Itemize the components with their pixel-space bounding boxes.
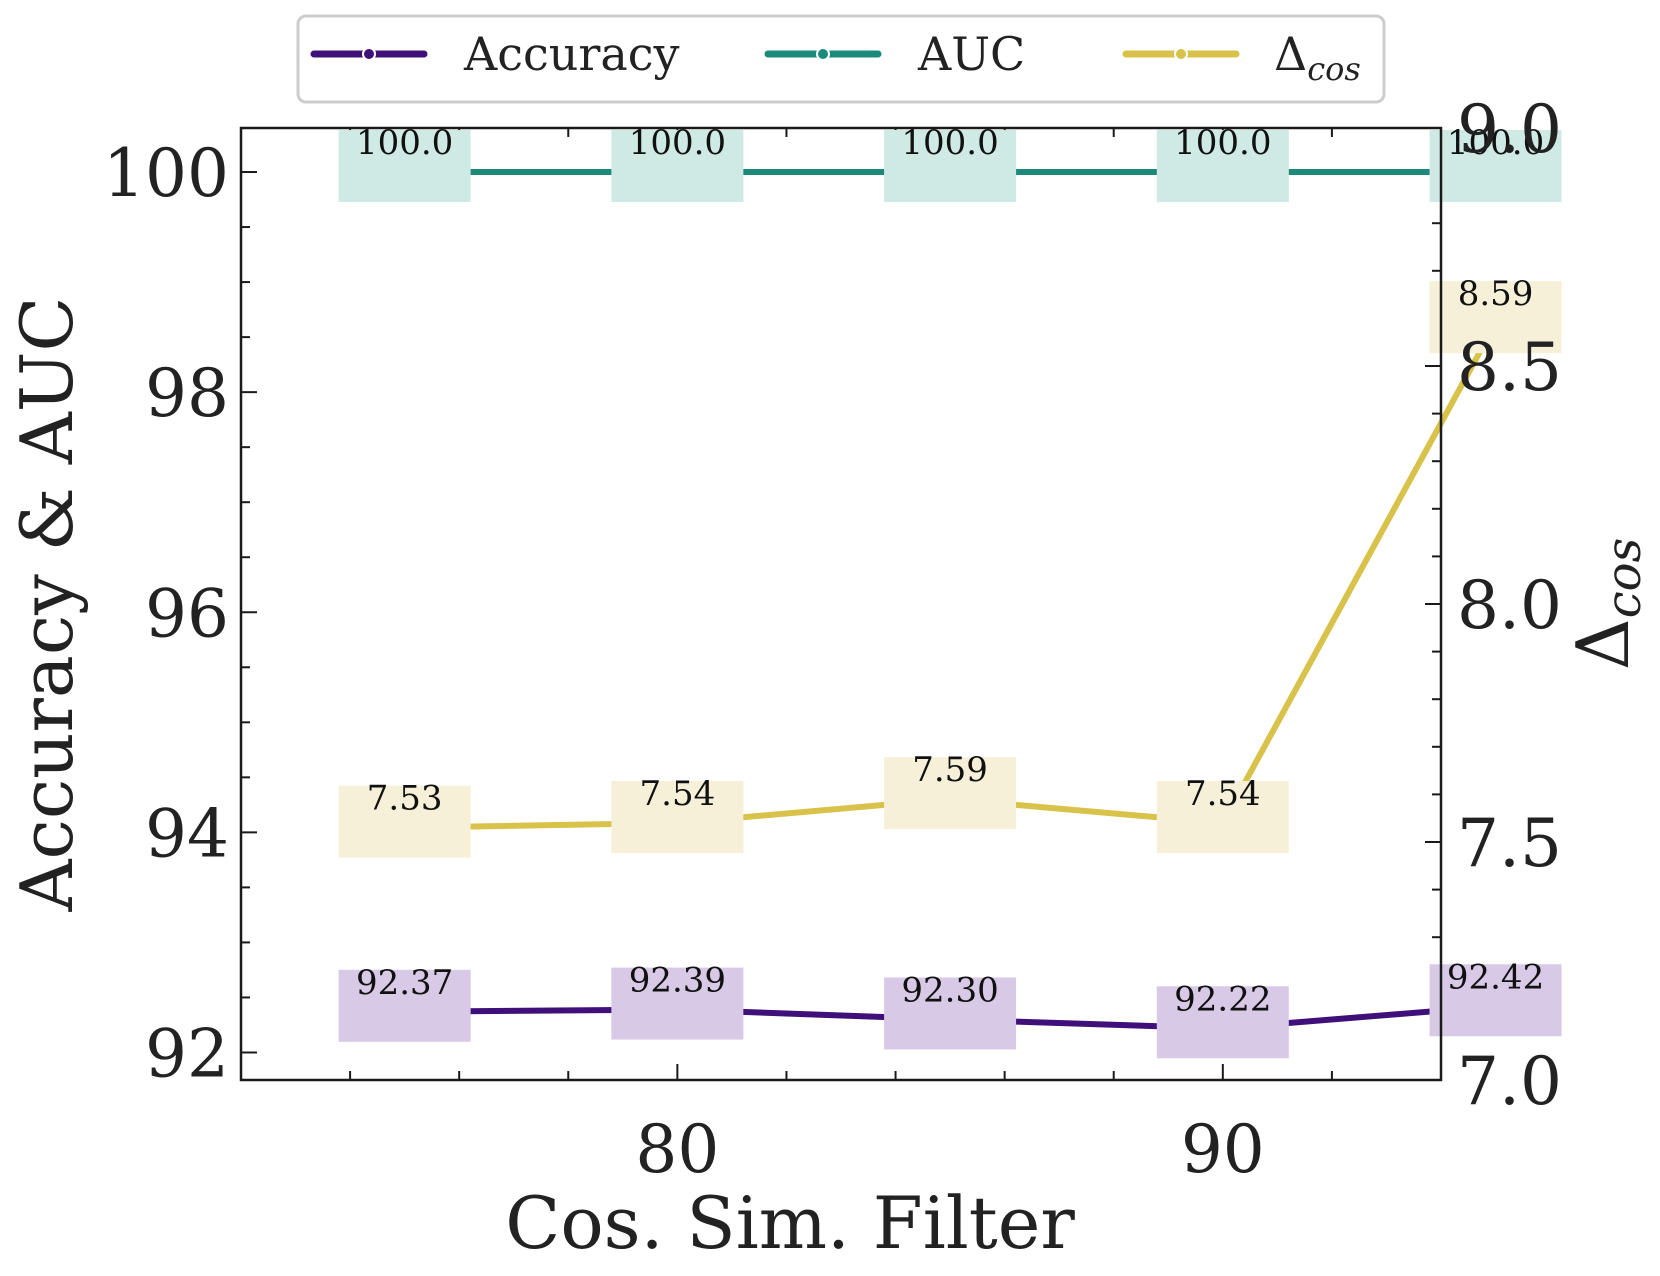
- data-label-bg-delta-cos: [338, 785, 471, 858]
- y-right-tick-label: 9.0: [1457, 91, 1562, 168]
- legend-marker-accuracy: [362, 47, 376, 61]
- x-tick-label: 90: [1181, 1111, 1265, 1188]
- data-label-bg-delta-cos: [1156, 780, 1289, 853]
- y-left-tick-label: 98: [145, 355, 229, 432]
- data-label-auc: 100.0: [356, 123, 453, 163]
- data-label-bg-accuracy: [611, 967, 744, 1040]
- y-left-tick-label: 92: [145, 1015, 229, 1092]
- data-label-bg-delta-cos: [884, 757, 1017, 830]
- legend-marker-delta-cos: [1174, 47, 1188, 61]
- x-tick-label: 80: [635, 1111, 719, 1188]
- data-label-delta-cos: 7.54: [1185, 774, 1261, 814]
- data-label-accuracy: 92.39: [629, 961, 726, 1001]
- y-axis-right-title: Δcos: [1561, 538, 1652, 670]
- legend-label-auc: AUC: [917, 27, 1025, 81]
- data-label-auc: 100.0: [1174, 123, 1271, 163]
- data-label-bg-auc: [884, 130, 1017, 203]
- data-label-bg-delta-cos: [611, 780, 744, 853]
- data-label-delta-cos: 7.53: [367, 779, 443, 819]
- y-axis-left-title: Accuracy & AUC: [5, 297, 89, 913]
- y-right-tick-label: 8.5: [1457, 329, 1562, 406]
- y-right-tick-label: 7.0: [1457, 1043, 1562, 1120]
- plot-frame: [239, 126, 1443, 1082]
- data-label-bg-auc: [1156, 130, 1289, 203]
- data-label-delta-cos: 7.59: [912, 750, 988, 790]
- legend-entry-delta-cos: Δcos: [1122, 27, 1361, 88]
- legend: Accuracy AUC Δcos: [296, 14, 1386, 104]
- data-labels: 92.37 92.39 92.30 92.22 92.42 100.0 100.0 100.0…: [338, 123, 1562, 1059]
- legend-label-accuracy: Accuracy: [463, 27, 680, 81]
- tick-labels: 80 90 92 94 96 98 100 7.0 7.5 8.0 8.5 9.0: [103, 91, 1562, 1188]
- legend-marker-auc: [816, 47, 830, 61]
- legend-entry-accuracy: Accuracy: [310, 27, 680, 81]
- data-label-bg-delta-cos: [1429, 281, 1562, 354]
- y-right-tick-label: 8.0: [1457, 567, 1562, 644]
- data-label-auc: 100.0: [629, 123, 726, 163]
- data-label-delta-cos: 7.54: [640, 774, 716, 814]
- data-label-accuracy: 92.37: [356, 963, 453, 1003]
- data-label-accuracy: 92.22: [1174, 979, 1271, 1019]
- y-left-tick-label: 100: [103, 135, 229, 212]
- data-label-bg-accuracy: [884, 977, 1017, 1050]
- data-label-bg-auc: [1429, 130, 1562, 203]
- legend-label-delta-cos: Δcos: [1274, 27, 1361, 88]
- data-label-accuracy: 92.42: [1447, 957, 1544, 997]
- data-label-auc: 100.0: [1447, 123, 1544, 163]
- data-label-auc: 100.0: [901, 123, 998, 163]
- data-label-delta-cos: 8.59: [1458, 274, 1534, 314]
- x-axis-title: Cos. Sim. Filter: [505, 1181, 1075, 1265]
- y-left-tick-label: 94: [145, 795, 229, 872]
- data-label-bg-auc: [338, 130, 471, 203]
- legend-frame: [296, 14, 1386, 104]
- y-left-tick-label: 96: [145, 575, 229, 652]
- y-right-tick-label: 7.5: [1457, 805, 1562, 882]
- data-label-bg-accuracy: [338, 969, 471, 1042]
- data-label-accuracy: 92.30: [901, 970, 998, 1010]
- legend-entry-auc: AUC: [764, 27, 1025, 81]
- data-label-bg-accuracy: [1429, 964, 1562, 1037]
- data-label-bg-auc: [611, 130, 744, 203]
- data-label-bg-accuracy: [1156, 986, 1289, 1059]
